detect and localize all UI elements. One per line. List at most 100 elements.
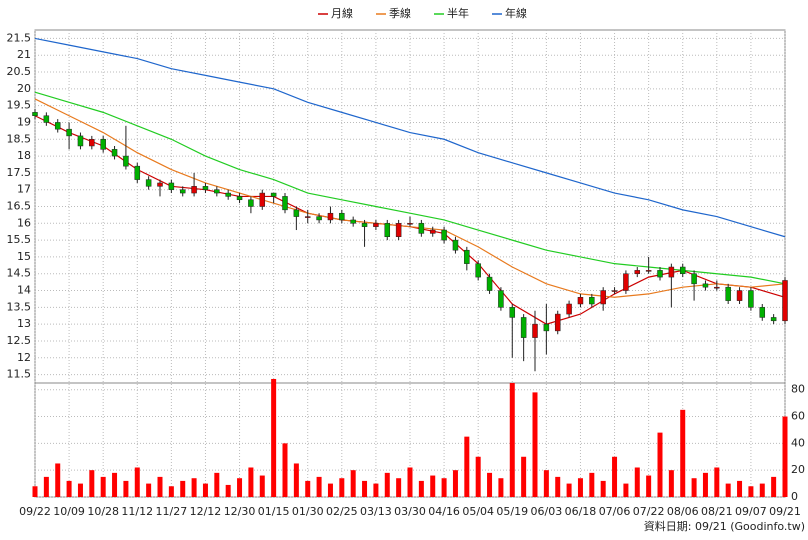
candle-body [395,223,402,238]
x-tick-label: 07/06 [599,505,631,518]
candle-body [100,139,106,150]
candle-body [543,323,550,332]
x-tick-label: 10/28 [87,505,119,518]
candle-body [566,303,572,315]
volume-bar [748,486,754,497]
y-tick-label: 13.5 [7,300,32,313]
volume-bar [407,467,413,497]
volume-bar [680,409,686,497]
volume-bar [316,476,322,497]
candle-body [89,139,95,147]
volume-bar [202,483,208,497]
candle-body [168,182,175,190]
candle-body [486,276,493,291]
volume-bar [532,392,538,497]
volume-bar [191,478,197,497]
candle-body [179,189,186,194]
legend-label: 年線 [505,6,527,20]
candle-body [725,286,731,301]
volume-bar [714,467,720,497]
candle-body [452,239,459,251]
y-tick-label: 12 [17,351,31,364]
x-tick-label: 11/27 [156,505,188,518]
candle-body [361,223,368,227]
volume-bar [225,484,231,497]
moving-average-line [34,37,786,238]
volume-bar [452,470,458,497]
volume-bar [737,480,743,497]
x-tick-label: 12/12 [190,505,222,518]
candle-body [429,229,436,234]
candle-body [702,283,709,288]
candle-body [623,273,629,291]
volume-bar [657,432,663,497]
y-tick-label: 21 [17,48,31,61]
candle-body [600,290,606,305]
y-tick-label: 21.5 [7,31,32,44]
volume-bar [271,378,277,497]
candle-body [202,186,209,190]
candle-body [339,212,345,221]
volume-bar [293,463,299,497]
volume-bar [487,472,493,497]
plot-frame [34,29,786,498]
volume-bar [112,472,118,497]
x-tick-label: 08/21 [701,505,733,518]
volume-bar [259,475,265,497]
candle-body [350,219,356,224]
y2-tick-label: 20 [791,463,805,476]
candle-body [145,179,152,187]
volume-bar [418,480,424,497]
candle-body [668,266,675,278]
volume-bar [282,443,288,497]
volume-bar [759,483,765,497]
candle-body [748,290,754,308]
candle-body [282,196,288,211]
candle-body [714,286,720,289]
candle-body [441,229,447,241]
candle-body [589,297,595,305]
volume-bar [43,476,49,497]
candle-body [304,216,311,218]
candle-body [407,223,413,225]
volume-bar [475,456,481,497]
volume-bar [305,480,311,497]
x-tick-label: 03/13 [360,505,392,518]
volume-bar [725,483,731,497]
candle-body [54,122,61,130]
x-tick-label: 09/22 [19,505,51,518]
candle-body [77,135,84,147]
volume-bar [32,486,38,497]
candle-body [464,249,470,264]
volume-bar [384,472,390,497]
volume-bar [589,472,595,497]
volume-bar [702,472,708,497]
volume-bar [146,483,152,497]
candle-body [475,263,481,278]
candle-body [270,192,277,197]
candle-body [498,290,504,308]
candle-body [236,196,243,201]
candle-body [157,182,163,187]
volume-bar [55,463,61,497]
y-tick-label: 15.5 [7,233,32,246]
candle-body [532,323,538,338]
legend-label: 季線 [389,6,411,20]
volume-bar [327,483,333,497]
volume-bar [691,478,697,497]
volume-bar [134,467,140,497]
volume-bar [430,475,436,497]
candle-body [225,192,231,197]
x-tick-label: 02/25 [326,505,358,518]
x-tick-label: 08/06 [667,505,699,518]
candle-body [554,313,561,332]
volume-bar [77,483,83,497]
volume-bar [498,478,504,497]
candle-body [679,266,686,274]
x-tick-label: 06/18 [565,505,597,518]
volume-bar [464,436,470,497]
volume-bar [362,480,368,497]
volume-bar [543,470,549,497]
candle-body [134,165,141,180]
volume-bar [89,470,95,497]
